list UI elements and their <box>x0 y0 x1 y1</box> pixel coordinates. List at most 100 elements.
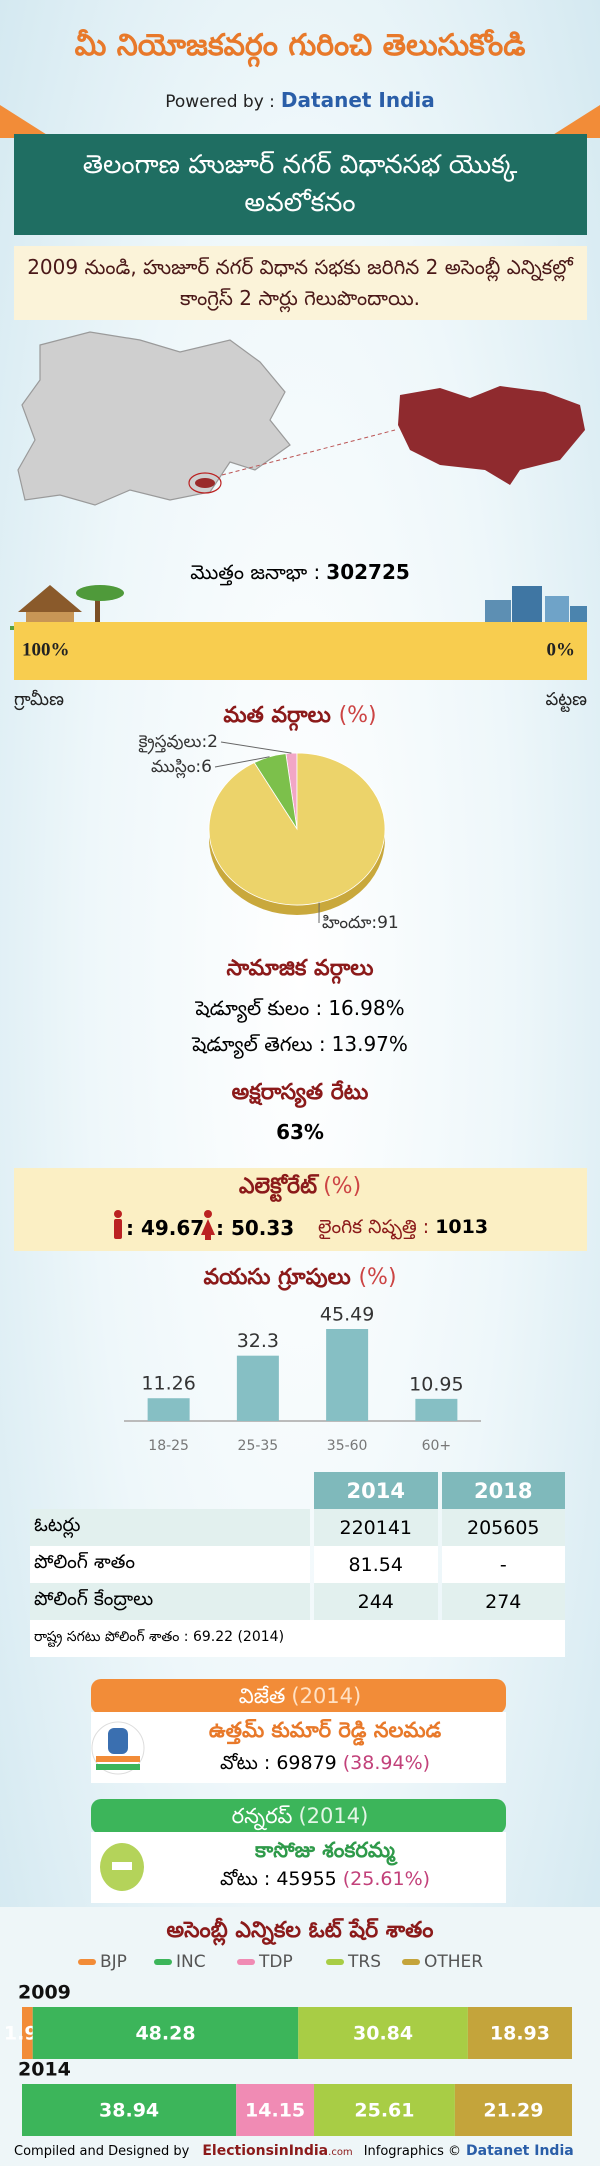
bar-segment <box>314 2084 455 2136</box>
category-label: 2014 <box>18 2059 71 2081</box>
table-cell: 244 <box>357 1590 394 1613</box>
powered-by: Powered by : Datanet India <box>0 88 600 112</box>
male-share: : 49.67 <box>126 1216 205 1240</box>
runner-heading: రన్నరప్ (2014) <box>0 1804 600 1834</box>
bar <box>415 1398 458 1421</box>
male-icon <box>114 1210 122 1239</box>
sex-ratio-value: 1013 <box>435 1216 489 1238</box>
banner-bg <box>14 134 587 235</box>
population-value: 302725 <box>326 560 410 584</box>
legend-label: BJP <box>100 1952 127 1972</box>
table-cell: 81.54 <box>348 1553 403 1576</box>
social-value: 16.98% <box>328 996 405 1020</box>
value-label: 30.84 <box>353 2023 413 2045</box>
bar <box>236 1355 279 1421</box>
series-label: పట్టణ <box>545 689 587 712</box>
chart-subtitle: (%) <box>358 1265 396 1290</box>
runner-votes-row: వోటు : 45955 (25.61%) <box>150 1868 500 1895</box>
pie-category: క్రైస్తవులు: <box>139 732 208 755</box>
inc-symbol <box>91 1721 145 1775</box>
value-label: 25.61 <box>354 2100 414 2122</box>
pie-label: క్రైస్తవులు:2 <box>139 732 218 755</box>
social-row: షెడ్యూల్ కులం : 16.98% <box>0 996 600 1025</box>
x-tick-label: 25-35 <box>238 1438 279 1454</box>
legend-swatch <box>237 1959 255 1965</box>
brand: Datanet India <box>280 88 435 112</box>
social-row: షెడ్యూల్ తెగలు : 13.97% <box>0 1032 600 1061</box>
legend-swatch <box>154 1959 172 1965</box>
winner-name: ఉత్తమ్ కుమార్ రెడ్డి నలమడ <box>208 1718 442 1742</box>
runner-year: (2014) <box>298 1804 369 1828</box>
category-label: 2009 <box>18 1982 71 2004</box>
female-share: : 50.33 <box>216 1216 295 1240</box>
series-label: గ్రామీణ <box>13 689 64 711</box>
pie-slice <box>208 752 386 906</box>
bar-segment <box>22 2007 33 2059</box>
footer-infographics: Infographics © <box>363 2144 462 2159</box>
table-row: ఓటర్లు 220141 205605 <box>30 1509 565 1546</box>
winner-heading: విజేత (2014) <box>0 1684 600 1714</box>
footer-brand: Datanet India <box>466 2143 574 2159</box>
winner-votes: వోటు : 69879 <box>219 1752 337 1774</box>
winner-year: (2014) <box>291 1684 362 1708</box>
legend-label: TRS <box>347 1952 381 1972</box>
table-cell: - <box>499 1553 507 1576</box>
runner-share: (25.61%) <box>342 1868 431 1890</box>
legend-label: OTHER <box>424 1952 483 1972</box>
value-label: 21.29 <box>483 2100 543 2122</box>
value-label: 32.3 <box>237 1330 279 1352</box>
winner-share: (38.94%) <box>342 1752 431 1774</box>
value-label: 45.49 <box>320 1304 374 1326</box>
table-corner <box>30 1472 310 1509</box>
table-cell: పోలింగ్ శాతం <box>34 1551 136 1573</box>
sex-ratio-label: లైంగిక నిష్పత్తి : <box>318 1216 430 1238</box>
bar-segment <box>454 2084 572 2136</box>
header-title: మీ నియోజకవర్గం గురించి తెలుసుకోండి <box>74 28 526 63</box>
banner-title: తెలంగాణ హుజూర్ నగర్ విధానసభ యొక్క అవలోకన… <box>82 150 518 218</box>
sex-ratio: లైంగిక నిష్పత్తి : 1013 <box>318 1216 488 1243</box>
electorate-title: ఎలెక్టోరేట్ <box>238 1174 318 1199</box>
table-cell: 205605 <box>466 1516 540 1539</box>
summary: 2009 నుండి, హుజూర్ నగర్ విధాన సభకు జరిగి… <box>27 255 573 310</box>
chart-title: మత వర్గాలు (%) <box>223 703 376 731</box>
population-label: మొత్తం జనాభా : <box>190 560 321 584</box>
literacy-value: 63% <box>276 1120 324 1144</box>
social-value: 13.97% <box>331 1032 408 1056</box>
district-circle <box>188 472 222 494</box>
corner-left <box>0 105 52 138</box>
table-header-cell: 2014 <box>314 1472 438 1509</box>
map <box>17 331 585 506</box>
pie-category: ముస్లిం: <box>151 757 201 779</box>
connector <box>221 429 396 476</box>
legend-swatch <box>326 1959 344 1965</box>
value-label: 14.15 <box>245 2100 305 2122</box>
trs-symbol <box>100 1843 144 1891</box>
table-cell: 274 <box>485 1590 522 1613</box>
female-icon <box>201 1210 215 1240</box>
value-label: 11.26 <box>141 1373 195 1395</box>
social-title: సామాజిక వర్గాలు <box>226 956 374 981</box>
bar-segment <box>298 2007 468 2059</box>
footer-compiled: Compiled and Designed by <box>14 2144 190 2159</box>
bar-segment <box>22 2084 237 2136</box>
table-cell: 220141 <box>339 1516 413 1539</box>
legend-swatch <box>78 1959 96 1965</box>
runner-header-bg <box>91 1799 506 1834</box>
electorate-bg <box>14 1168 587 1251</box>
table-cell: ఓటర్లు <box>34 1514 81 1536</box>
chart-title-text: మత వర్గాలు <box>223 703 331 731</box>
winner-box <box>91 1712 506 1783</box>
electorate-unit: (%) <box>323 1174 362 1199</box>
table-header: 2014 2018 <box>30 1472 565 1509</box>
table-row: పోలింగ్ కేంద్రాలు 244 274 <box>30 1583 565 1620</box>
runner-votes: వోటు : 45955 <box>219 1868 337 1890</box>
pie-label: హిందూ:91 <box>322 913 399 933</box>
pie-label: ముస్లిం:6 <box>151 757 212 779</box>
chart-subtitle: (%) <box>339 703 377 728</box>
x-tick-label: 18-25 <box>148 1438 189 1454</box>
bar-segment <box>467 2007 572 2059</box>
bar-segment <box>14 622 587 680</box>
runner-box <box>91 1832 506 1903</box>
